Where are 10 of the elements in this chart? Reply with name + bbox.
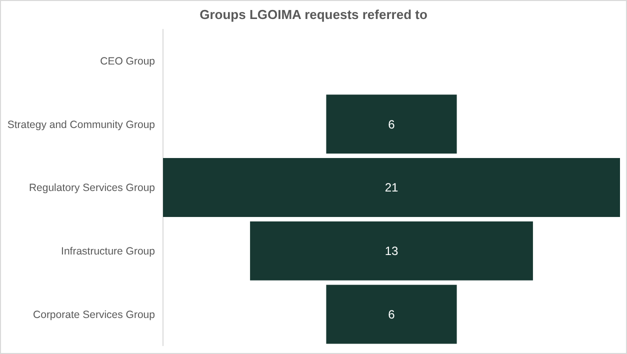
category-label: Strategy and Community Group (7, 118, 156, 131)
data-label: 13 (384, 244, 398, 258)
category-label: Infrastructure Group (61, 246, 156, 258)
data-label: 6 (388, 117, 396, 132)
data-label: 21 (384, 180, 398, 195)
data-label: 6 (388, 308, 396, 322)
category-label: Corporate Services Group (33, 308, 156, 321)
category-label: Regulatory Services Group (28, 182, 156, 194)
text: Groups LGOIMA requests referred to (200, 7, 428, 22)
category-label: CEO Group (100, 55, 156, 68)
